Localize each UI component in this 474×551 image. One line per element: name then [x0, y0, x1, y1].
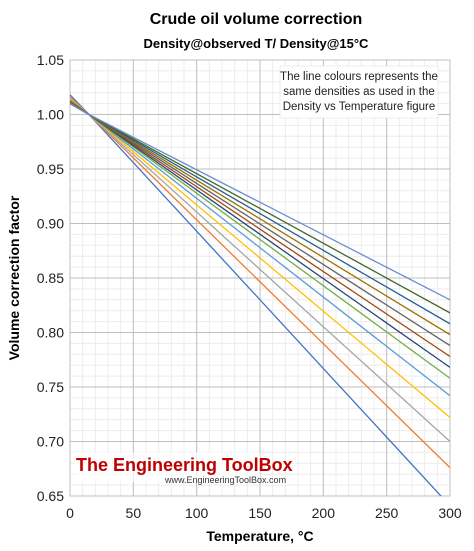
x-tick-label: 0	[66, 505, 74, 521]
x-axis-title: Temperature, °C	[206, 528, 313, 544]
x-tick-label: 50	[126, 505, 142, 521]
series-line-13	[70, 103, 450, 301]
x-tick-label: 300	[438, 505, 462, 521]
plot-area	[69, 59, 451, 497]
watermark-background	[74, 452, 260, 482]
watermark-logo: The Engineering ToolBox	[76, 455, 293, 475]
y-tick-label: 0.85	[37, 270, 64, 286]
chart-subtitle: Density@observed T/ Density@15°C	[144, 36, 370, 51]
x-tick-label: 200	[312, 505, 336, 521]
y-tick-label: 0.70	[37, 434, 64, 450]
annotation-line-3: Density vs Temperature figure	[283, 101, 436, 113]
x-tick-label: 150	[248, 505, 272, 521]
annotation-line-1: The line colours represents the	[280, 71, 438, 83]
chart-title: Crude oil volume correction	[150, 11, 362, 28]
x-tick-label: 250	[375, 505, 399, 521]
y-tick-label: 0.75	[37, 379, 64, 395]
x-tick-labels: 0 50 100 150 200 250 300	[66, 505, 462, 521]
series-lines	[70, 94, 450, 496]
x-tick-label: 100	[185, 505, 209, 521]
watermark-url: www.EngineeringToolBox.com	[164, 475, 286, 485]
y-tick-label: 0.90	[37, 216, 64, 232]
annotation-box	[279, 65, 439, 119]
annotation-line-2: same densities as used in the	[283, 86, 435, 98]
y-tick-label: 1.05	[37, 52, 64, 68]
y-tick-labels: 0.65 0.70 0.75 0.80 0.85 0.90 0.95 1.00 1.05	[37, 52, 64, 504]
y-tick-label: 0.65	[37, 488, 64, 504]
y-tick-label: 0.80	[37, 325, 64, 341]
y-tick-label: 1.00	[37, 107, 64, 123]
y-axis-title: Volume correction factor	[6, 195, 22, 360]
y-tick-label: 0.95	[37, 161, 64, 177]
